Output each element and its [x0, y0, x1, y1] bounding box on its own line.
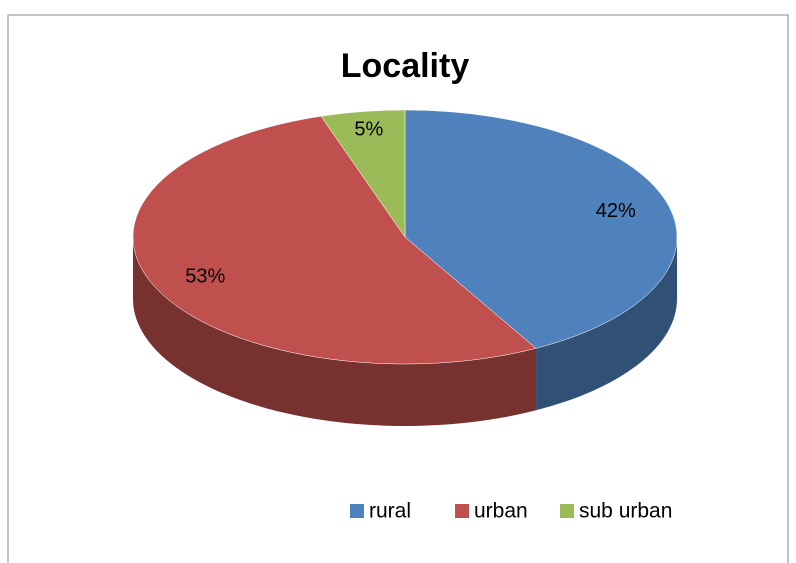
legend-swatch: [560, 504, 574, 518]
legend-swatch: [455, 504, 469, 518]
pie-slice: [404, 109, 678, 349]
pie-side: [133, 237, 537, 426]
data-label: 5%: [354, 119, 383, 141]
legend-label: urban: [474, 500, 528, 523]
data-label: 53%: [185, 266, 225, 288]
data-label: 42%: [596, 200, 636, 222]
legend-swatch: [350, 504, 364, 518]
pie-slice: [320, 109, 406, 238]
pie-side: [536, 237, 677, 411]
legend-label: rural: [369, 500, 411, 523]
chart-title: Locality: [341, 47, 470, 85]
pie-slice: [132, 115, 537, 365]
legend-label: sub urban: [579, 500, 672, 523]
